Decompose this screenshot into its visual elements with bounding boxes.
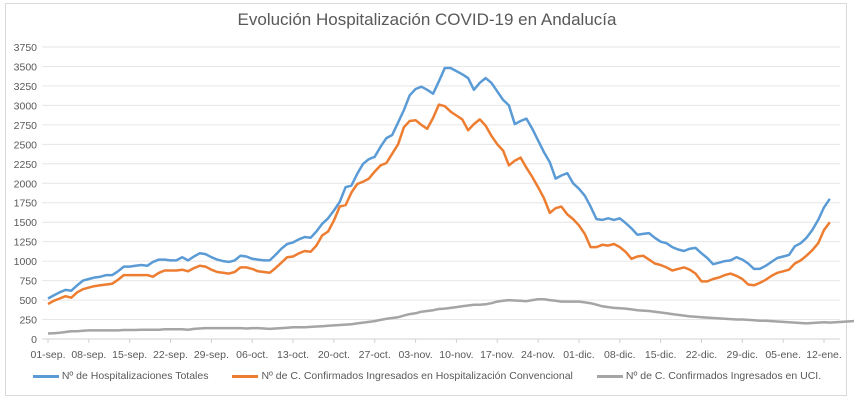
legend-item-totales: Nº de Hospitalizaciones Totales: [32, 370, 209, 382]
legend-label-convencional: Nº de C. Confirmados Ingresados en Hospi…: [261, 370, 573, 382]
y-tick-label: 3000: [14, 100, 38, 112]
series-line-uci: [47, 298, 854, 335]
y-tick-label: 3250: [14, 81, 38, 93]
x-tick-label: 01-sep.: [30, 349, 65, 361]
legend-label-totales: Nº de Hospitalizaciones Totales: [61, 370, 209, 382]
x-tick-label: 17-nov.: [480, 349, 514, 361]
y-tick-label: 750: [19, 276, 37, 288]
x-tick-label: 22-sep.: [153, 349, 188, 361]
x-tick-label: 10-nov.: [439, 349, 473, 361]
x-tick-label: 24-nov.: [521, 349, 555, 361]
legend-swatch-totales: [32, 374, 59, 378]
x-tick-label: 13-oct.: [277, 349, 309, 361]
x-tick-label: 20-oct.: [318, 349, 350, 361]
x-tick-label: 29-dic.: [727, 349, 759, 361]
legend-item-uci: Nº de C. Confirmados Ingresados en UCI.: [596, 370, 822, 382]
y-tick-label: 1000: [14, 256, 38, 268]
legend-label-uci: Nº de C. Confirmados Ingresados en UCI.: [625, 370, 822, 382]
y-tick-label: 2250: [14, 159, 38, 171]
x-tick-label: 01-dic.: [563, 349, 595, 361]
x-tick-label: 12-ene.: [806, 349, 842, 361]
legend-swatch-convencional: [232, 374, 259, 378]
y-tick-label: 1250: [14, 237, 38, 249]
y-tick-label: 2500: [14, 139, 38, 151]
x-tick-label: 27-oct.: [359, 349, 391, 361]
y-tick-label: 1500: [14, 217, 38, 229]
legend: Nº de Hospitalizaciones Totales Nº de C.…: [0, 370, 854, 382]
x-tick-label: 08-dic.: [604, 349, 636, 361]
chart-title: Evolución Hospitalización COVID-19 en An…: [237, 10, 617, 29]
x-tick-label: 06-oct.: [236, 349, 268, 361]
series-lines: [47, 66, 854, 335]
y-tick-label: 0: [31, 334, 37, 346]
y-tick-label: 1750: [14, 198, 38, 210]
series-line-convencional: [47, 103, 831, 306]
y-tick-label: 2000: [14, 178, 38, 190]
x-tick-label: 22-dic.: [686, 349, 718, 361]
x-tick-label: 15-sep.: [112, 349, 147, 361]
x-tick-label: 05-ene.: [765, 349, 801, 361]
x-tick-label: 29-sep.: [194, 349, 229, 361]
gridlines: [42, 46, 840, 340]
y-tick-label: 250: [19, 315, 37, 327]
y-tick-label: 2750: [14, 120, 38, 132]
y-tick-label: 3500: [14, 61, 38, 73]
x-axis-ticks: 01-sep. 08-sep. 15-sep. 22-sep. 29-sep. 06-oc…: [30, 339, 842, 361]
y-tick-label: 500: [19, 295, 37, 307]
series-line-totales: [47, 66, 831, 300]
legend-swatch-uci: [596, 374, 623, 378]
x-tick-label: 08-sep.: [71, 349, 106, 361]
y-axis-ticks: 0 250 500 750 1000 1250 1500 1750 2000 2250 2500 27…: [14, 42, 38, 346]
x-tick-label: 03-nov.: [398, 349, 432, 361]
x-tick-label: 15-dic.: [645, 349, 677, 361]
y-tick-label: 3750: [14, 42, 38, 54]
legend-item-convencional: Nº de C. Confirmados Ingresados en Hospi…: [232, 370, 573, 382]
